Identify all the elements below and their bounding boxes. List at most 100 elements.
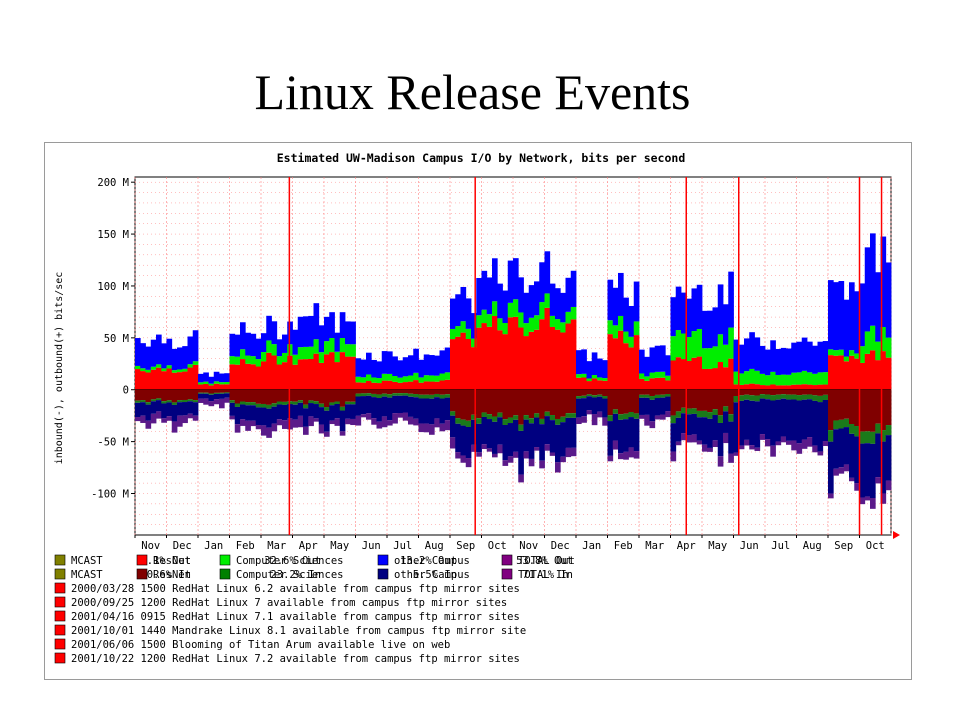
cs-in-bar: [707, 412, 713, 419]
total-in-bar: [376, 421, 383, 429]
total-in-bar: [885, 480, 892, 491]
cs-out-bar: [486, 314, 493, 327]
cs-in-bar: [849, 424, 855, 434]
total-in-bar: [628, 447, 635, 458]
total-in-bar: [345, 418, 351, 425]
cs-in-bar: [723, 406, 729, 412]
cs-in-bar: [376, 394, 383, 399]
campus-in-bar: [255, 407, 262, 426]
campus-out-bar: [696, 284, 703, 329]
total-in-bar: [439, 423, 446, 432]
total-in-bar: [297, 415, 304, 428]
cs-out-bar: [702, 348, 708, 369]
resnet-out-bar: [187, 367, 194, 390]
cs-in-bar: [870, 431, 876, 444]
campus-out-bar: [649, 347, 656, 373]
campus-in-bar: [402, 395, 409, 413]
campus-in-bar: [812, 400, 818, 446]
cs-in-bar: [597, 394, 603, 397]
resnet-in-bar: [555, 389, 561, 419]
resnet-in-bar: [150, 389, 157, 400]
cs-out-bar: [675, 330, 682, 358]
cs-in-bar: [350, 401, 356, 405]
campus-in-bar: [749, 400, 755, 446]
resnet-out-bar: [607, 334, 614, 390]
campus-in-bar: [303, 408, 309, 427]
resnet-in-bar: [696, 389, 703, 411]
cs-out-bar: [303, 346, 309, 360]
total-in-bar: [486, 448, 493, 452]
legend-swatch: [219, 554, 231, 566]
resnet-in-bar: [192, 389, 199, 401]
cs-out-bar: [560, 322, 566, 333]
cs-out-bar: [145, 369, 152, 373]
total-in-bar: [702, 444, 708, 452]
resnet-out-bar: [733, 384, 740, 390]
cs-out-bar: [775, 374, 782, 386]
total-in-bar: [423, 423, 430, 433]
campus-in-bar: [618, 419, 624, 454]
resnet-out-bar: [297, 359, 304, 390]
resnet-in-bar: [418, 389, 425, 395]
cs-in-bar: [203, 392, 209, 394]
resnet-in-bar: [465, 389, 472, 421]
campus-in-bar: [633, 418, 640, 452]
y-tick-label: 200 M: [97, 177, 129, 189]
total-in-bar: [481, 444, 488, 450]
campus-out-bar: [345, 321, 351, 345]
cs-in-bar: [607, 415, 614, 422]
resnet-in-bar: [313, 389, 320, 402]
resnet-in-bar: [612, 389, 619, 410]
resnet-in-bar: [875, 389, 881, 424]
legend-label: Computer Sciences: [236, 569, 343, 581]
campus-out-bar: [245, 332, 251, 356]
cs-out-bar: [707, 348, 713, 369]
campus-in-bar: [822, 399, 829, 442]
cs-in-bar: [675, 411, 682, 418]
x-tick-label: Sep: [834, 540, 853, 552]
resnet-out-bar: [219, 384, 225, 390]
event-swatch: [54, 596, 66, 608]
resnet-out-bar: [460, 332, 467, 390]
event-swatch: [54, 582, 66, 594]
total-in-bar: [360, 414, 367, 418]
resnet-in-bar: [371, 389, 377, 394]
campus-in-bar: [439, 398, 446, 424]
total-in-bar: [518, 474, 524, 483]
total-in-bar: [864, 496, 871, 501]
cs-in-bar: [576, 396, 582, 399]
campus-in-bar: [717, 422, 724, 457]
resnet-in-bar: [544, 389, 551, 412]
resnet-in-bar: [765, 389, 771, 395]
campus-out-bar: [187, 336, 194, 365]
campus-in-bar: [623, 419, 629, 452]
campus-out-bar: [549, 283, 556, 316]
cs-in-bar: [355, 393, 362, 397]
total-in-bar: [161, 418, 167, 423]
resnet-in-bar: [366, 389, 372, 394]
resnet-in-bar: [513, 389, 519, 416]
total-in-bar: [492, 453, 498, 458]
campus-out-bar: [177, 347, 183, 370]
campus-out-bar: [618, 272, 624, 316]
cs-out-bar: [255, 359, 262, 367]
campus-out-bar: [628, 305, 635, 337]
resnet-out-bar: [376, 383, 383, 390]
cs-in-bar: [371, 393, 377, 398]
resnet-in-bar: [387, 389, 393, 395]
campus-in-bar: [612, 413, 619, 441]
cs-out-bar: [418, 377, 425, 383]
cs-out-bar: [481, 309, 488, 324]
resnet-in-bar: [161, 389, 167, 402]
resnet-in-bar: [329, 389, 335, 403]
resnet-out-bar: [754, 384, 761, 390]
event-legend-label: 2001/10/01 1440 Mandrake Linux 8.1 avail…: [71, 625, 526, 637]
total-in-bar: [203, 398, 209, 405]
resnet-out-bar: [245, 363, 251, 390]
resnet-out-bar: [786, 385, 792, 390]
campus-in-bar: [649, 399, 656, 422]
cs-in-bar: [318, 403, 325, 408]
legend-label: other Campus: [394, 569, 470, 581]
cs-out-bar: [318, 352, 325, 363]
resnet-in-bar: [350, 389, 356, 402]
